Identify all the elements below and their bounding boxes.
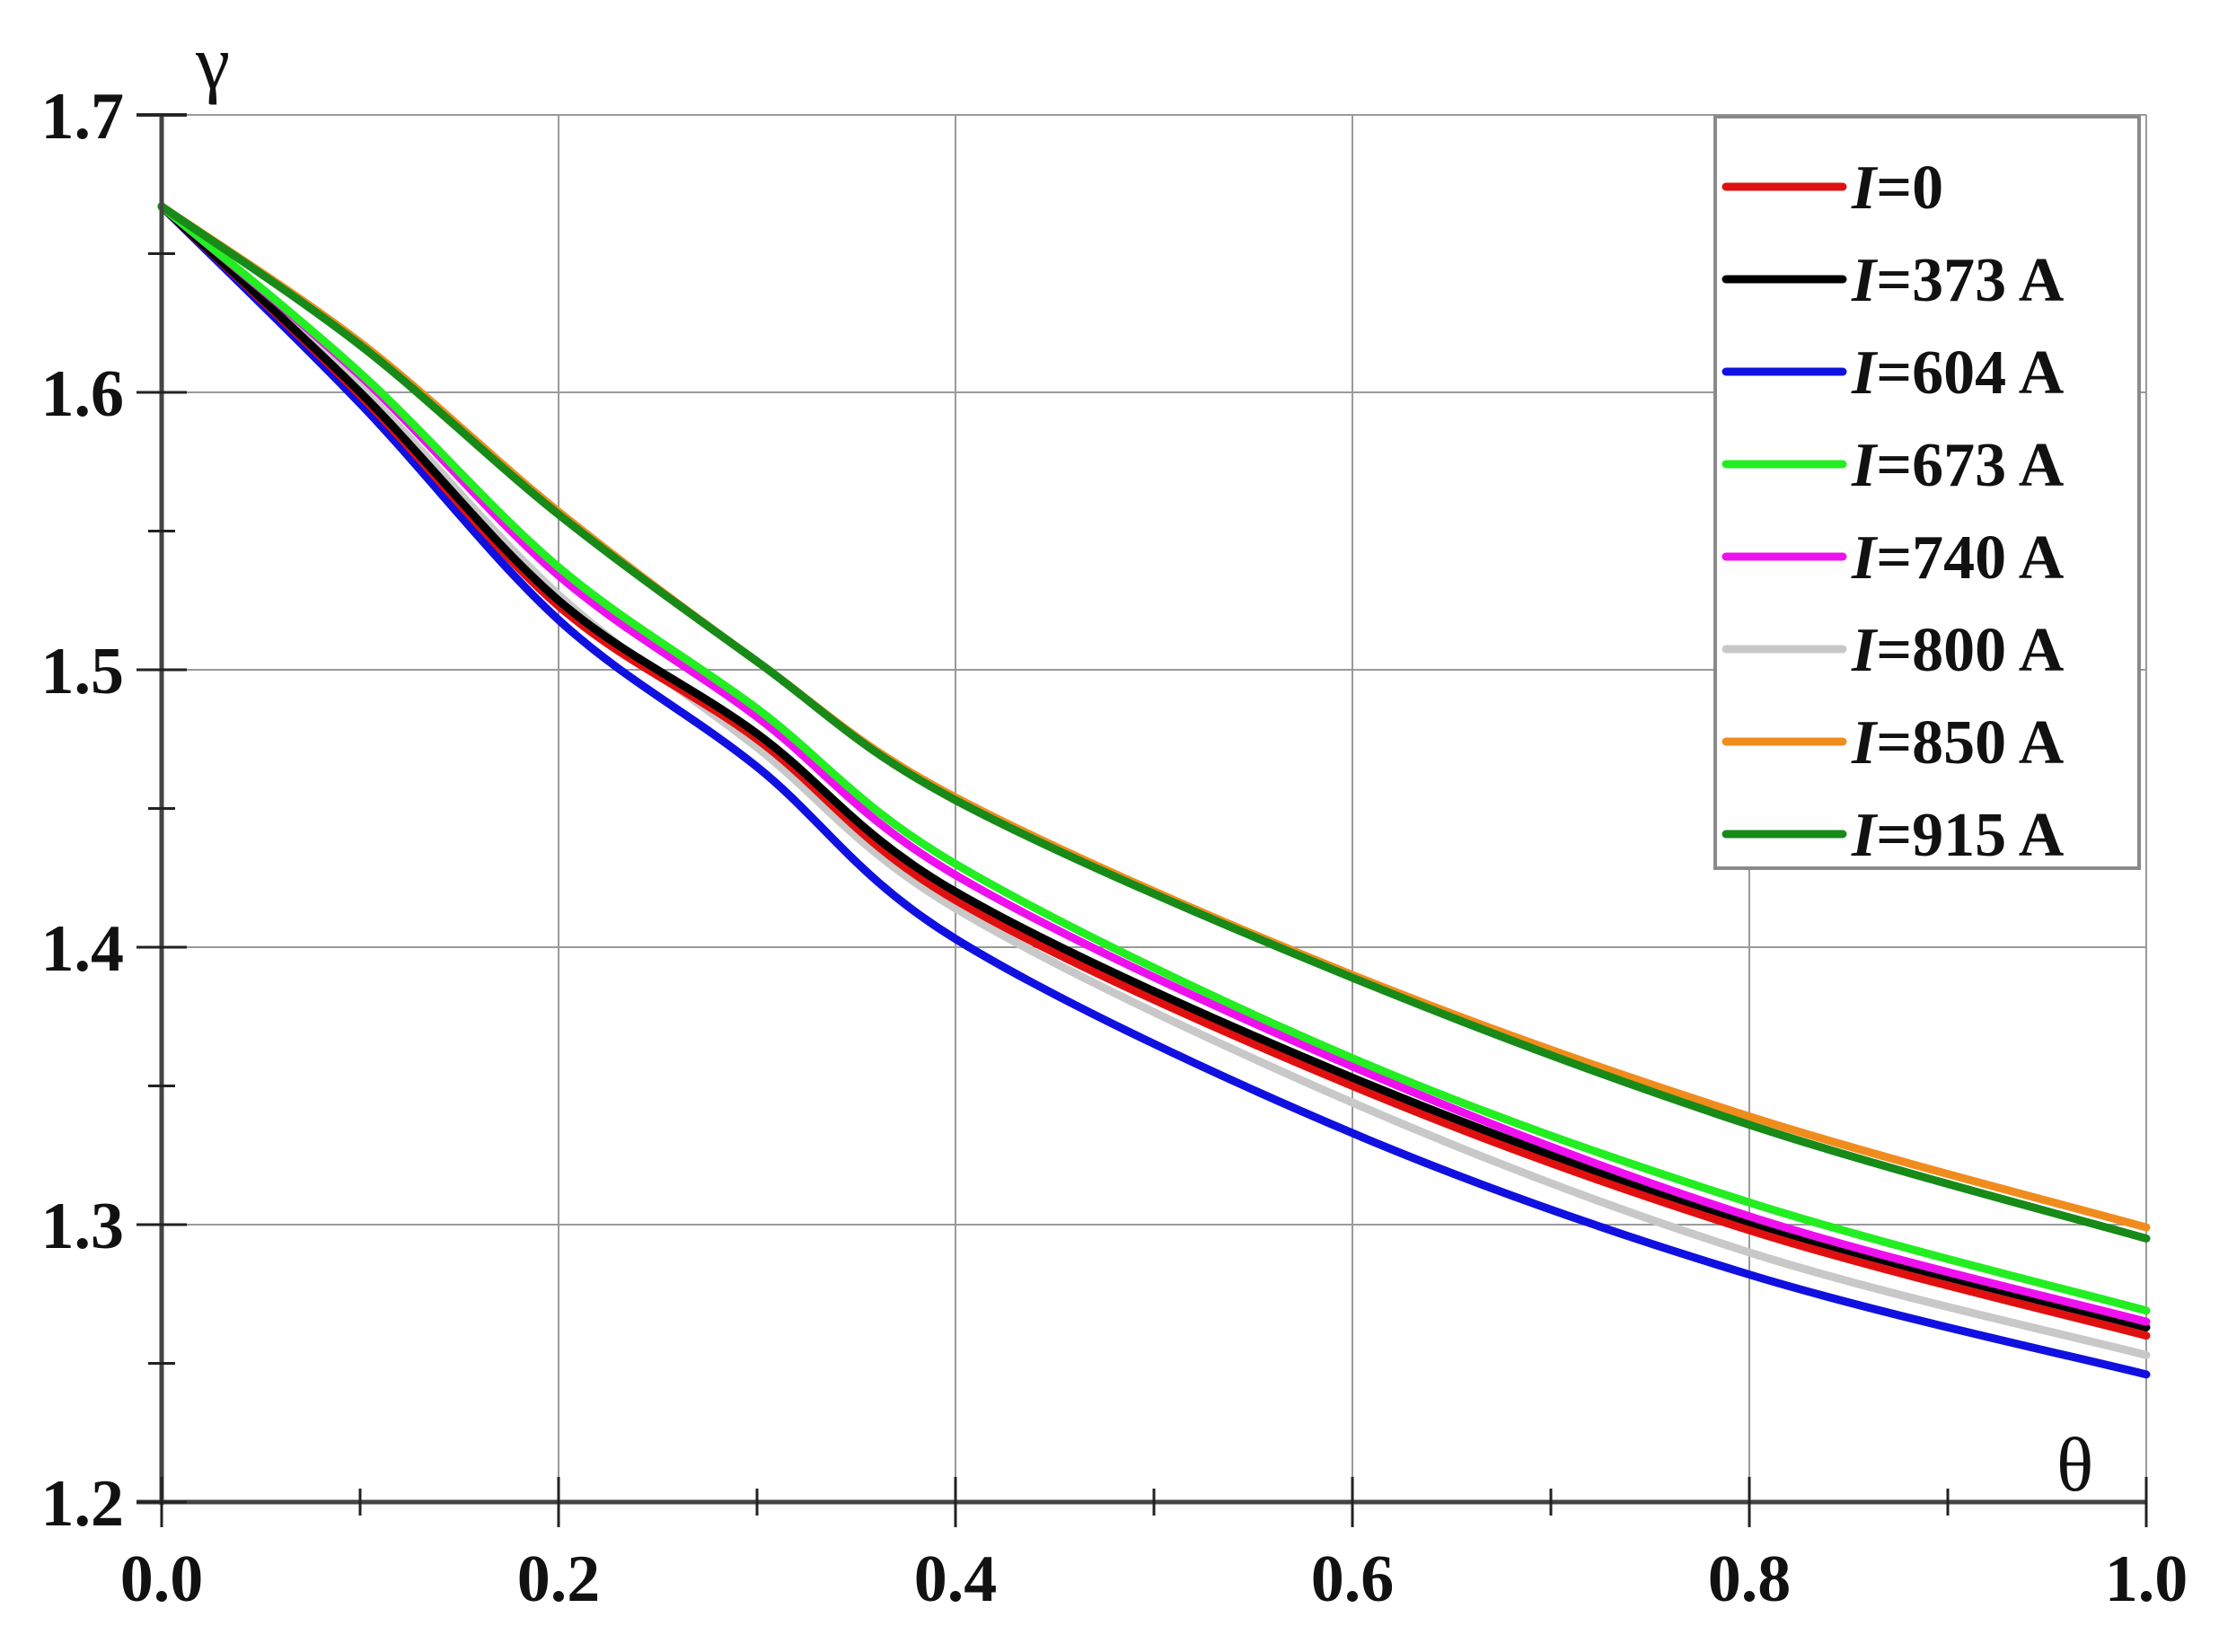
legend-label: I=915 A — [1851, 801, 2065, 870]
legend-label: I=673 A — [1851, 431, 2065, 500]
y-axis-title: γ — [195, 19, 230, 105]
legend-item: I=800 A — [1721, 616, 2065, 685]
x-tick-label: 1.0 — [2105, 1542, 2188, 1616]
y-tick-label: 1.4 — [41, 912, 125, 986]
curve-i-915-a — [157, 202, 2151, 1243]
legend-label: I=373 A — [1851, 246, 2065, 315]
y-tick-label: 1.6 — [41, 357, 125, 431]
legend-label: I=604 A — [1851, 338, 2065, 408]
y-axis-ticks: 1.2 1.3 1.4 1.5 1.6 1.7 — [41, 80, 187, 1541]
x-axis-title: θ — [2056, 1421, 2093, 1507]
data-curves — [157, 202, 2151, 1379]
x-tick-label: 0.8 — [1708, 1542, 1792, 1616]
legend-item: I=850 A — [1721, 708, 2065, 778]
legend-label: I=0 — [1851, 154, 1943, 223]
legend-item: I=604 A — [1721, 338, 2065, 408]
curve-i-373-a — [157, 202, 2151, 1331]
legend: I=0 I=373 A I=604 A I=673 A I=740 A I=800 A I=… — [1713, 115, 2141, 870]
x-tick-label: 0.4 — [914, 1542, 998, 1616]
x-tick-label: 0.0 — [120, 1542, 204, 1616]
legend-label: I=740 A — [1851, 523, 2065, 593]
x-tick-label: 0.2 — [517, 1542, 601, 1616]
x-axis-ticks: 0.0 0.2 0.4 0.6 0.8 1.0 — [120, 1477, 2188, 1616]
curve-i-673-a — [157, 202, 2151, 1315]
y-tick-label: 1.5 — [41, 635, 125, 708]
legend-item: I=915 A — [1721, 801, 2065, 870]
y-tick-label: 1.7 — [41, 80, 125, 154]
y-tick-label: 1.3 — [41, 1190, 125, 1263]
legend-label: I=800 A — [1851, 616, 2065, 685]
x-tick-label: 0.6 — [1311, 1542, 1395, 1616]
legend-item: I=0 — [1721, 154, 1943, 223]
legend-label: I=850 A — [1851, 708, 2065, 778]
legend-item: I=740 A — [1721, 523, 2065, 593]
y-tick-label: 1.2 — [41, 1467, 125, 1541]
curve-i-604-a — [157, 202, 2151, 1379]
legend-item: I=673 A — [1721, 431, 2065, 500]
curve-i-800-a — [157, 202, 2151, 1359]
legend-item: I=373 A — [1721, 246, 2065, 315]
